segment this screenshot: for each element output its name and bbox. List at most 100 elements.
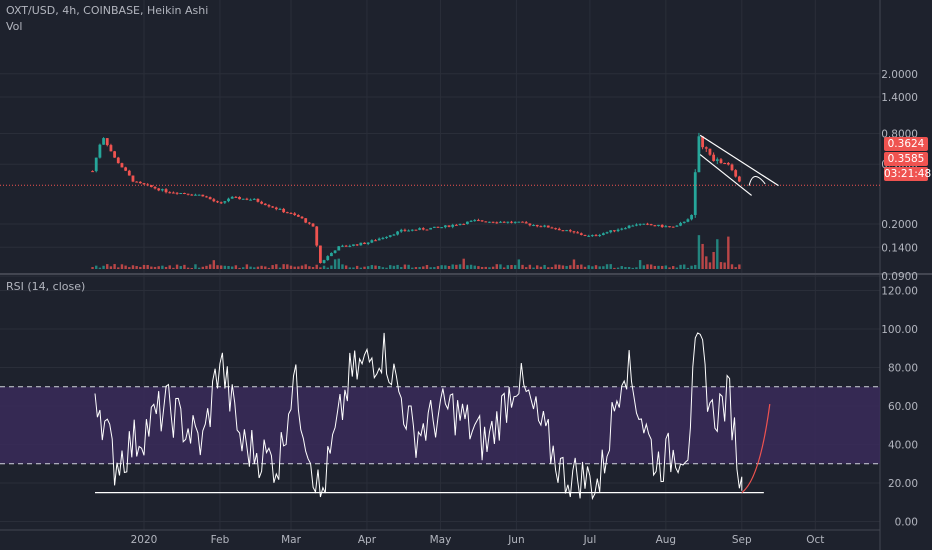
candle	[120, 163, 124, 168]
candle	[370, 240, 374, 243]
wedge-arc	[748, 176, 766, 186]
candle	[98, 144, 102, 158]
candle	[708, 148, 712, 155]
candle	[337, 246, 341, 251]
rsi-tick-label: 0.00	[895, 517, 918, 529]
candle	[418, 228, 422, 230]
volume-bar	[484, 266, 487, 269]
symbol-title[interactable]: OXT/USD, 4h, COINBASE, Heikin Ashi	[6, 4, 209, 17]
candle	[296, 215, 300, 217]
volume-bar	[679, 264, 682, 269]
volume-bar	[183, 264, 186, 269]
candle	[271, 206, 275, 208]
candle	[517, 221, 521, 223]
volume-bar	[341, 264, 344, 269]
volume-bar	[267, 267, 271, 269]
candle	[102, 138, 105, 145]
volume-bar	[227, 265, 230, 269]
candle	[252, 198, 256, 200]
volume-bar	[627, 267, 631, 269]
volume-bar	[734, 267, 737, 269]
volume-bar	[366, 266, 370, 269]
countdown-badge: 03:21:48	[884, 167, 932, 181]
volume-bar	[657, 265, 660, 269]
candle	[568, 230, 572, 232]
volume-bar	[322, 265, 326, 269]
candle	[245, 198, 249, 200]
candle	[690, 214, 693, 220]
candle	[587, 235, 591, 237]
candle	[491, 221, 495, 223]
candle	[730, 164, 734, 171]
candle	[701, 136, 704, 148]
price-drawings[interactable]	[0, 134, 880, 196]
candle	[686, 219, 690, 222]
volume-bar	[113, 264, 116, 269]
candle	[579, 233, 583, 235]
candle	[359, 242, 363, 246]
candle	[194, 194, 197, 196]
volume-bar	[550, 267, 554, 269]
candle	[499, 221, 502, 223]
candle	[124, 167, 128, 171]
volume-bar	[429, 267, 432, 269]
candle	[601, 233, 605, 235]
candle	[197, 194, 201, 196]
candle	[135, 181, 139, 183]
volume-bar	[208, 264, 212, 269]
candle	[116, 157, 120, 164]
volume-bar	[253, 267, 256, 269]
volume-bar	[197, 267, 201, 269]
volume-bar	[260, 265, 263, 269]
candle	[510, 221, 513, 223]
candle	[300, 216, 304, 219]
volume-bar	[583, 266, 587, 269]
candle	[355, 244, 359, 246]
candle	[330, 252, 333, 257]
volume-bar	[330, 265, 333, 269]
candle	[105, 138, 109, 146]
time-tick-label: Jul	[583, 534, 597, 546]
candle	[583, 234, 587, 236]
candle	[219, 202, 223, 204]
second-price-badge: 0.3585	[884, 152, 928, 166]
candle	[385, 236, 388, 238]
volume-bar	[142, 264, 146, 269]
volume-bar	[256, 266, 260, 269]
candle	[381, 237, 385, 239]
volume-bar	[102, 265, 105, 269]
volume-bar	[738, 264, 741, 269]
volume-bar	[444, 265, 447, 269]
volume-bar	[194, 264, 197, 269]
candle	[249, 199, 252, 201]
candle	[576, 232, 580, 234]
volume-bar	[635, 267, 638, 269]
candle	[160, 189, 164, 191]
volume-bar	[576, 264, 579, 269]
candle	[675, 225, 679, 227]
volume-bar	[668, 267, 671, 269]
volume-label[interactable]: Vol	[6, 20, 23, 33]
candle	[539, 226, 543, 228]
candle	[462, 223, 466, 225]
rsi-tick-label: 60.00	[888, 401, 918, 413]
candle	[557, 228, 561, 231]
volume-bar	[433, 267, 436, 269]
volume-bar	[190, 267, 193, 269]
volume-bar	[326, 267, 329, 269]
candle	[396, 231, 399, 235]
volume-bar	[223, 265, 227, 269]
volume-bar	[157, 266, 160, 269]
volume-bar	[392, 265, 396, 269]
rsi-label[interactable]: RSI (14, close)	[6, 280, 86, 293]
candle	[440, 227, 444, 229]
candle	[737, 176, 741, 182]
candle	[646, 223, 649, 225]
candle	[638, 223, 642, 225]
volume-bar	[440, 265, 443, 269]
candle	[138, 181, 142, 184]
volume-bar	[495, 264, 498, 269]
candle	[127, 170, 131, 176]
